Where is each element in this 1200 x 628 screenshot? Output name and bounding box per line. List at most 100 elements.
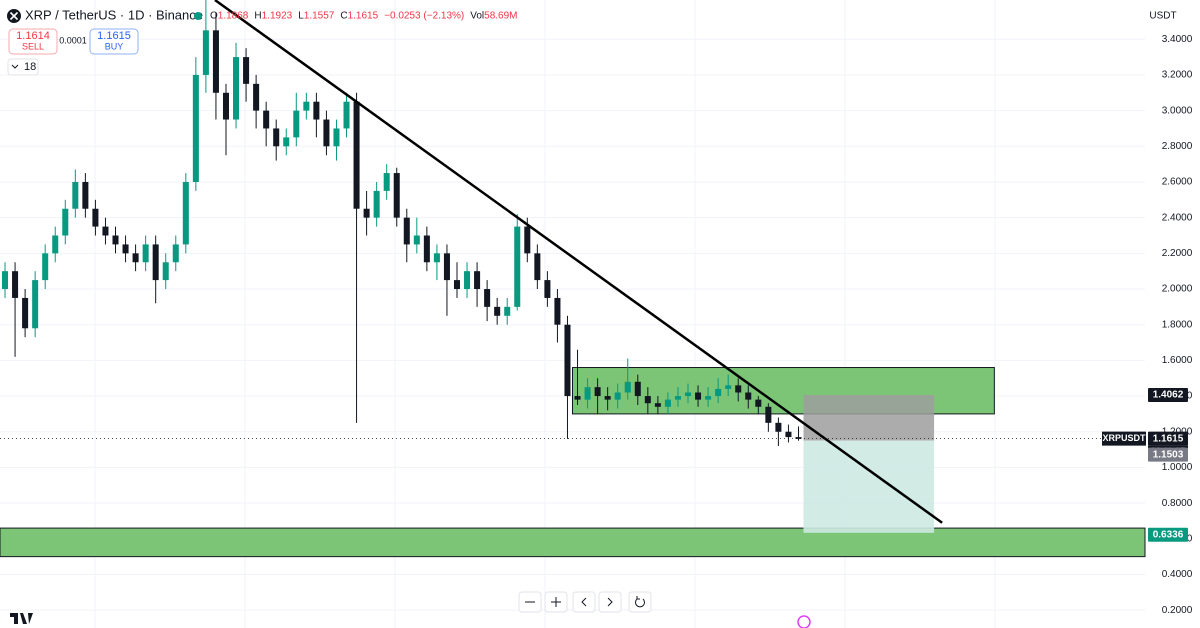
y-tick-label: 1.8000	[1162, 319, 1193, 330]
candle-body	[504, 306, 511, 316]
candle-body	[182, 181, 189, 245]
candle-body	[192, 74, 199, 182]
tradingview-logo[interactable]	[10, 613, 33, 624]
y-tick-label: 3.2000	[1162, 70, 1193, 81]
y-tick-label: 1.0000	[1162, 462, 1193, 473]
buy-price: 1.1615	[97, 30, 131, 42]
symbol-tag-bg	[1102, 431, 1146, 446]
buy-button[interactable]	[89, 28, 139, 55]
candle-body	[614, 392, 621, 400]
scroll-left-button[interactable]	[572, 591, 596, 613]
y-tick-label: 2.0000	[1162, 284, 1193, 295]
candle-body	[2, 271, 9, 290]
ohlc-text: Vol	[470, 11, 484, 22]
symbol-tag: XRPUSDT	[1102, 433, 1146, 443]
stop-tag: 1.4062	[1153, 390, 1184, 401]
candle-body	[202, 30, 209, 75]
sell-label: SELL	[22, 41, 44, 51]
candle-body	[383, 173, 390, 191]
ohlc-text: L	[298, 11, 304, 22]
candle-body	[574, 396, 581, 400]
candle-body	[273, 128, 280, 147]
candle-body	[333, 128, 340, 147]
y-tick-label: 0.8000	[1162, 498, 1193, 509]
candle-body	[212, 30, 219, 93]
ohlc-text: 1.1557	[304, 11, 335, 22]
candle-body	[474, 271, 481, 290]
candle-body	[654, 403, 661, 407]
candle-body	[413, 235, 420, 245]
candle-body	[544, 280, 551, 298]
candle-body	[122, 244, 129, 254]
currency-label[interactable]: USDT	[1149, 11, 1176, 22]
scroll-right-button[interactable]	[598, 591, 622, 613]
candle-body	[132, 253, 139, 263]
candle-body	[112, 235, 119, 245]
candle-body	[283, 137, 290, 147]
y-tick-label: 3.0000	[1162, 105, 1193, 116]
y-tick-label: 2.2000	[1162, 248, 1193, 259]
candle-body	[152, 244, 159, 281]
candle-body	[765, 406, 772, 423]
ohlc-row: O 1.1868 H 1.1923 L 1.1557 C 1.1615 −0.0253 (−2.…	[210, 11, 518, 22]
candle-body	[293, 110, 300, 138]
candle-body	[363, 208, 370, 218]
y-tick-label: 2.4000	[1162, 212, 1193, 223]
candle-body	[32, 280, 39, 329]
candle-body	[644, 396, 651, 404]
candle-body	[624, 381, 631, 393]
candle-body	[453, 280, 461, 290]
candle-body	[22, 297, 29, 329]
indicators-toggle[interactable]	[7, 58, 39, 76]
ohlc-text: 1.1923	[262, 11, 293, 22]
candle-body	[514, 226, 521, 307]
entry-tag-bg	[1148, 447, 1188, 462]
candle-body	[775, 422, 782, 432]
ohlc-text: C	[340, 11, 347, 22]
symbol-icon-mark	[9, 11, 19, 21]
candle-body	[233, 57, 240, 120]
position-risk	[803, 394, 935, 441]
candle-body	[664, 399, 671, 407]
candle-body	[484, 289, 491, 307]
candle-body	[42, 253, 49, 281]
candle-body	[443, 253, 450, 281]
candle-body	[674, 396, 681, 400]
chevron-icon	[11, 64, 19, 69]
y-tick-label: 0.2000	[1162, 605, 1193, 616]
spread: 0.0001	[59, 35, 87, 45]
sell-button[interactable]	[8, 28, 58, 55]
reset-button[interactable]	[628, 591, 652, 613]
candle-body	[684, 392, 692, 397]
ohlc-text: O	[210, 11, 218, 22]
candle-body	[494, 306, 501, 316]
candle-body	[594, 387, 601, 397]
ohlc-text: H	[254, 11, 261, 22]
candle-body	[92, 208, 99, 227]
candle-body	[142, 244, 149, 263]
candle-body	[564, 324, 571, 397]
candle-body	[745, 392, 752, 400]
candle-body	[82, 181, 89, 209]
candle-body	[253, 83, 260, 111]
symbol-title[interactable]: XRP / TetherUS · 1D · Binance	[25, 7, 203, 22]
y-tick-label: 3.4000	[1162, 34, 1193, 45]
candle-body	[464, 271, 471, 290]
candle-body	[343, 101, 350, 129]
candle-body	[795, 437, 802, 439]
buy-label: BUY	[105, 41, 124, 51]
y-tick-label: 1.6000	[1162, 355, 1193, 366]
indicators-count: 18	[24, 61, 36, 73]
left-icon	[581, 597, 587, 607]
ohlc-text: 1.1615	[348, 11, 379, 22]
candle-body	[735, 385, 742, 393]
position-reward	[803, 440, 935, 533]
candle-body	[162, 262, 169, 281]
zoom-toolbar	[518, 591, 652, 613]
alert-icon[interactable]	[797, 615, 811, 628]
candle-body	[433, 253, 440, 263]
